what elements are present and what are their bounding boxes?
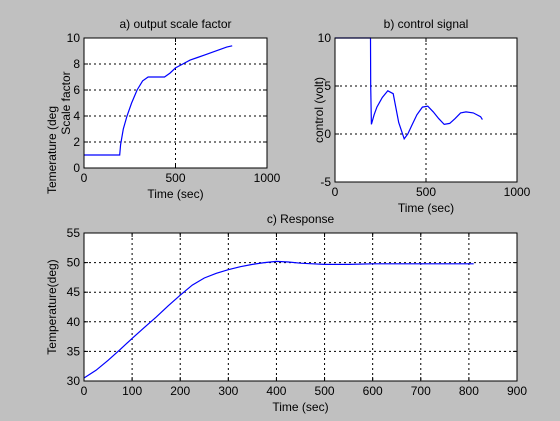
y-tick-label: 0 [324, 127, 331, 141]
chart-title: b) control signal [384, 17, 469, 31]
x-tick-label: 1000 [504, 185, 531, 199]
x-tick-label: 500 [416, 185, 436, 199]
y-tick-label: 4 [73, 109, 80, 123]
series-line-0 [84, 45, 233, 156]
y-tick-label: 2 [73, 135, 80, 149]
x-tick-label: 500 [165, 171, 185, 185]
y-tick-label: 6 [73, 83, 80, 97]
x-axis-label: Time (sec) [272, 400, 328, 414]
x-tick-label: 500 [315, 384, 335, 398]
y-tick-label: 10 [318, 31, 332, 45]
chart-0: 0 500 1000 0 2 4 6 8 10 a) output scale factor Tim… [67, 17, 281, 201]
x-axis-label: Time (sec) [398, 201, 454, 215]
x-tick-label: 200 [170, 384, 190, 398]
x-tick-label: 700 [411, 384, 431, 398]
axes-background [84, 233, 517, 381]
series-line-0 [83, 260, 474, 379]
y-tick-label: 50 [67, 256, 81, 270]
chart-title: c) Response [267, 212, 335, 226]
y-axis-label: Temperature(deg) [45, 259, 59, 354]
x-tick-label: 300 [218, 384, 238, 398]
y-tick-label: 8 [73, 57, 80, 71]
x-tick-label: 100 [122, 384, 142, 398]
x-tick-label: 600 [363, 384, 383, 398]
y-tick-label: 45 [67, 285, 81, 299]
x-axis-label: Time (sec) [147, 187, 203, 201]
chart-title: a) output scale factor [119, 17, 231, 31]
chart-2: 0 100 200 300 400 500 600 700 800 900 30 35 40 45 50 55… [67, 212, 528, 414]
x-tick-label: 900 [507, 384, 527, 398]
y-tick-label: 5 [324, 79, 331, 93]
y-tick-label: 10 [67, 31, 81, 45]
y-tick-label: 0 [73, 161, 80, 175]
y-tick-label: -5 [320, 175, 331, 189]
x-tick-label: 0 [81, 171, 88, 185]
y-axis-label: Scale factor [59, 71, 73, 134]
x-tick-label: 800 [459, 384, 479, 398]
x-tick-label: 400 [266, 384, 286, 398]
y-tick-label: 30 [67, 374, 81, 388]
x-tick-label: 0 [332, 185, 339, 199]
y-tick-label: 55 [67, 226, 81, 240]
y-tick-label: 35 [67, 344, 81, 358]
stray-y-label: Temerature (deg [45, 106, 59, 194]
y-tick-label: 40 [67, 315, 81, 329]
series-line-0 [335, 37, 483, 141]
x-tick-label: 1000 [254, 171, 281, 185]
axes-frame [83, 232, 518, 382]
x-tick-label: 0 [81, 384, 88, 398]
y-axis-label: control (volt) [312, 77, 326, 143]
